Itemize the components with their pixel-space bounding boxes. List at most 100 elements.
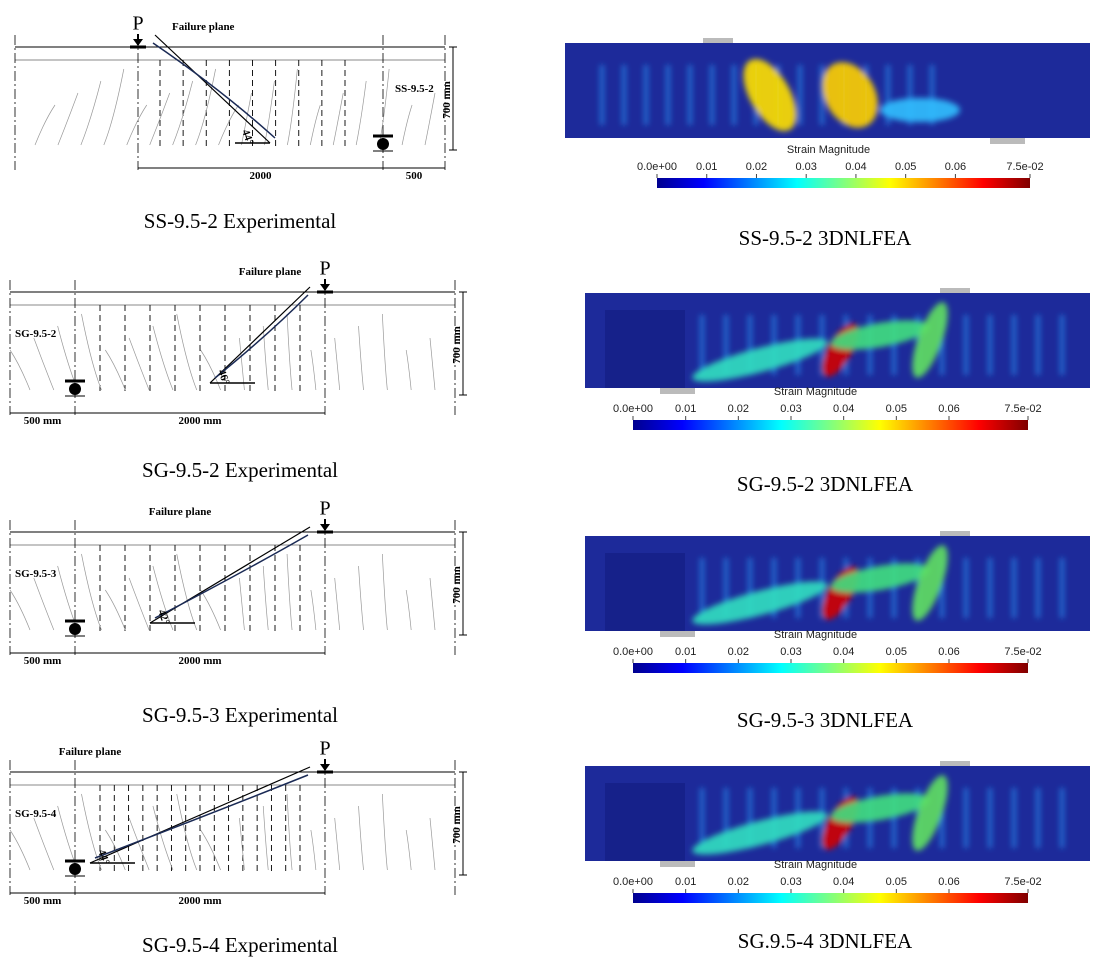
crack [128,337,150,391]
colorbar-tick-label: 0.04 [833,646,854,658]
stirrup-strain [988,315,992,375]
experimental-diagram: P Failure plane 42° 2000 mm 500 mm 700 mm SG-9… [9,498,467,667]
crack [239,577,245,631]
stirrup-strain [892,315,896,375]
span-label: 2000 mm [178,895,221,907]
specimen-label: SG-9.5-4 [15,808,57,820]
line [89,766,311,864]
stirrup-strain [1036,315,1040,375]
stirrup-strain [600,65,604,125]
crack [200,829,221,871]
crack [152,805,174,871]
strain-field [692,775,1064,855]
crack [81,313,102,391]
crack [81,553,102,631]
overhang-label: 500 [406,170,423,182]
overhang-label: 500 mm [24,655,62,667]
crack [286,793,293,871]
failure-plane-label: Failure plane [239,266,302,278]
crack [382,793,388,871]
crack [105,829,126,871]
failure-plane-label: Failure plane [59,746,122,758]
crack [287,68,298,146]
crack [355,80,367,146]
crack [262,565,269,631]
strain-field [692,302,1064,382]
stirrup-strain [798,65,802,125]
failure-crack [152,42,276,139]
crack [264,80,275,146]
beam-stub [605,783,685,861]
plate [990,138,1025,144]
colorbar-tick-label: 0.05 [886,646,907,658]
colorbar-tick-label: 0.0e+00 [613,646,653,658]
crack [239,817,245,871]
failure-plane-label: Failure plane [149,506,212,518]
colorbar-tick-label: 0.0e+00 [613,876,653,888]
crack [334,817,341,871]
stirrup-strain [930,65,934,125]
crack [334,337,341,391]
crack [152,325,174,391]
colorbar [633,663,1028,673]
failure-plane-label: Failure plane [172,21,235,33]
stirrup-strain [1012,315,1016,375]
crack [105,349,126,391]
crack [105,589,126,631]
crack [149,92,171,146]
crack [34,104,56,146]
colorbar-tick-label: 0.02 [728,403,749,415]
stirrup-strain [748,788,752,848]
load-label: P [132,13,143,35]
crack [176,313,198,391]
colorbar-tick-label: 0.04 [845,161,866,173]
crack [424,92,436,146]
crack [358,805,364,871]
stirrup-strain [688,65,692,125]
stirrup-strain [820,65,824,125]
crack [57,92,79,146]
crack [286,313,293,391]
load-label: P [319,738,330,760]
stirrup-strain [940,788,944,848]
stirrup-strain [724,558,728,618]
colorbar-tick-label: 0.03 [780,876,801,888]
crack [310,589,317,631]
failure-crack [154,534,309,619]
strain-hotspot [830,563,930,593]
specimen-label: SG-9.5-2 [15,328,57,340]
caption: SS-9.5-2 3DNLFEA [739,226,913,250]
crack [429,577,436,631]
colorbar-title: Strain Magnitude [774,859,857,871]
crack [286,553,293,631]
crack [332,92,344,146]
stirrup-strain [988,558,992,618]
strain-field [600,58,960,132]
colorbar-tick-label: 0.03 [780,403,801,415]
colorbar-tick-label: 0.06 [938,876,959,888]
crack [33,817,55,871]
arrowhead [320,284,330,291]
colorbar-tick-label: 0.05 [895,161,916,173]
angle-label: 46° [215,368,232,387]
crack [382,553,388,631]
load-label: P [319,258,330,280]
crack [172,80,193,146]
stirrup-strain [700,788,704,848]
stirrup-strain [964,315,968,375]
failure-crack [94,774,309,859]
height-label: 700 mm [451,326,463,364]
crack [9,349,31,391]
crack [378,68,390,146]
overhang-label: 500 mm [24,415,62,427]
failure-crack [214,294,309,379]
stirrup-strain [1060,315,1064,375]
crack [80,80,102,146]
stirrup-strain [700,315,704,375]
strain-hotspot [830,793,930,823]
span-label: 2000 mm [178,415,221,427]
crack [382,313,388,391]
strain-hotspot [692,811,828,855]
stirrup-strain [622,65,626,125]
caption: SG-9.5-2 Experimental [142,458,338,482]
